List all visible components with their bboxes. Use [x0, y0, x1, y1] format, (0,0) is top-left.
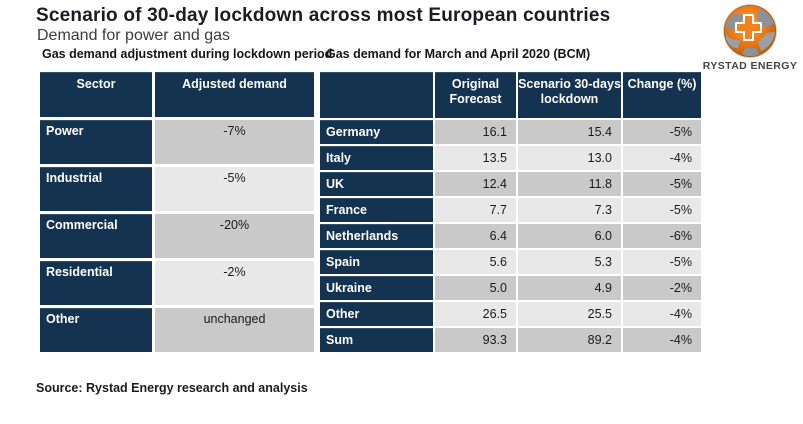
table-header-row: Original Forecast Scenario 30-days lockd…	[320, 72, 701, 118]
scenario-cell: 25.5	[518, 302, 621, 326]
scenario-cell: 7.3	[518, 198, 621, 222]
scenario-cell: 13.0	[518, 146, 621, 170]
table-row: France 7.7 7.3 -5%	[320, 198, 701, 222]
rystad-energy-logo: RYSTAD ENERGY	[700, 3, 800, 72]
country-cell: Sum	[320, 328, 433, 352]
right-table-caption: Gas demand for March and April 2020 (BCM…	[326, 47, 591, 61]
change-cell: -5%	[623, 120, 701, 144]
country-cell: Netherlands	[320, 224, 433, 248]
value-cell: -5%	[155, 167, 314, 211]
table-row: Industrial -5%	[40, 167, 314, 211]
table-row: Sum 93.3 89.2 -4%	[320, 328, 701, 352]
table-row: Netherlands 6.4 6.0 -6%	[320, 224, 701, 248]
scenario-cell: 89.2	[518, 328, 621, 352]
table-row: UK 12.4 11.8 -5%	[320, 172, 701, 196]
table-row: Germany 16.1 15.4 -5%	[320, 120, 701, 144]
left-table-caption: Gas demand adjustment during lockdown pe…	[42, 47, 333, 61]
scenario-cell: 6.0	[518, 224, 621, 248]
original-cell: 5.0	[435, 276, 516, 300]
change-cell: -2%	[623, 276, 701, 300]
change-cell: -5%	[623, 172, 701, 196]
country-cell: Spain	[320, 250, 433, 274]
change-cell: -4%	[623, 146, 701, 170]
sector-cell: Other	[40, 308, 152, 352]
table-row: Other unchanged	[40, 308, 314, 352]
globe-icon	[723, 4, 777, 58]
country-cell: France	[320, 198, 433, 222]
value-cell: -20%	[155, 214, 314, 258]
table-header-row: Sector Adjusted demand	[40, 72, 314, 117]
column-header-adjusted-demand: Adjusted demand	[155, 72, 314, 117]
country-cell: Germany	[320, 120, 433, 144]
sector-adjustment-table: Sector Adjusted demand Power -7% Industr…	[40, 72, 314, 352]
change-cell: -5%	[623, 250, 701, 274]
country-cell: Italy	[320, 146, 433, 170]
original-cell: 13.5	[435, 146, 516, 170]
change-cell: -4%	[623, 302, 701, 326]
value-cell: -2%	[155, 261, 314, 305]
country-cell: Other	[320, 302, 433, 326]
sector-cell: Power	[40, 120, 152, 164]
table-row: Spain 5.6 5.3 -5%	[320, 250, 701, 274]
original-cell: 26.5	[435, 302, 516, 326]
logo-wordmark: RYSTAD ENERGY	[702, 60, 798, 72]
scenario-cell: 15.4	[518, 120, 621, 144]
source-note: Source: Rystad Energy research and analy…	[36, 381, 308, 395]
table-row: Power -7%	[40, 120, 314, 164]
original-cell: 93.3	[435, 328, 516, 352]
page-title: Scenario of 30-day lockdown across most …	[36, 5, 611, 26]
original-cell: 7.7	[435, 198, 516, 222]
column-header-original-forecast: Original Forecast	[435, 72, 516, 118]
change-cell: -4%	[623, 328, 701, 352]
change-cell: -5%	[623, 198, 701, 222]
table-row: Commercial -20%	[40, 214, 314, 258]
value-cell: unchanged	[155, 308, 314, 352]
original-cell: 6.4	[435, 224, 516, 248]
column-header-sector: Sector	[40, 72, 152, 117]
country-cell: UK	[320, 172, 433, 196]
sector-cell: Residential	[40, 261, 152, 305]
table-row: Residential -2%	[40, 261, 314, 305]
sector-cell: Industrial	[40, 167, 152, 211]
column-header-change: Change (%)	[623, 72, 701, 118]
table-row: Italy 13.5 13.0 -4%	[320, 146, 701, 170]
original-cell: 12.4	[435, 172, 516, 196]
change-cell: -6%	[623, 224, 701, 248]
original-cell: 16.1	[435, 120, 516, 144]
page-subtitle: Demand for power and gas	[37, 27, 230, 44]
sector-cell: Commercial	[40, 214, 152, 258]
scenario-cell: 4.9	[518, 276, 621, 300]
scenario-cell: 5.3	[518, 250, 621, 274]
table-row: Ukraine 5.0 4.9 -2%	[320, 276, 701, 300]
column-header-country	[320, 72, 433, 118]
scenario-cell: 11.8	[518, 172, 621, 196]
table-row: Other 26.5 25.5 -4%	[320, 302, 701, 326]
country-cell: Ukraine	[320, 276, 433, 300]
column-header-scenario-lockdown: Scenario 30-days lockdown	[518, 72, 621, 118]
gas-demand-table: Original Forecast Scenario 30-days lockd…	[320, 72, 701, 352]
original-cell: 5.6	[435, 250, 516, 274]
value-cell: -7%	[155, 120, 314, 164]
